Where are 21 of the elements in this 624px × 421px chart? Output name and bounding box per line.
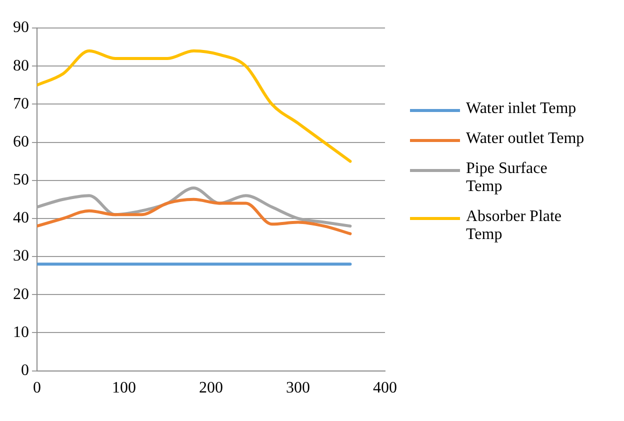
legend-label: Pipe Surface Temp	[466, 160, 548, 196]
x-tick-label: 0	[33, 380, 41, 397]
y-tick-label: 0	[21, 362, 29, 380]
line-series	[37, 49, 352, 163]
x-tick-label: 200	[199, 380, 223, 397]
x-tick-label: 300	[286, 380, 310, 397]
legend-label: Water outlet Temp	[466, 130, 584, 148]
y-tick-label: 70	[13, 95, 29, 112]
y-tick-label: 90	[13, 19, 29, 36]
legend-label: Absorber Plate Temp	[466, 208, 563, 244]
x-tick-label: 400	[373, 380, 397, 397]
legend-label: Water inlet Temp	[466, 100, 576, 118]
y-tick-label: 20	[13, 286, 29, 303]
x-tick-label: 100	[112, 380, 136, 397]
y-tick-label: 10	[13, 324, 29, 341]
line-series	[37, 198, 352, 236]
y-tick-label: 80	[13, 57, 29, 74]
y-tick-label: 50	[13, 172, 29, 189]
y-tick-label: 60	[13, 133, 29, 150]
y-tick-label: 40	[13, 210, 29, 227]
y-tick-label: 30	[13, 248, 29, 265]
